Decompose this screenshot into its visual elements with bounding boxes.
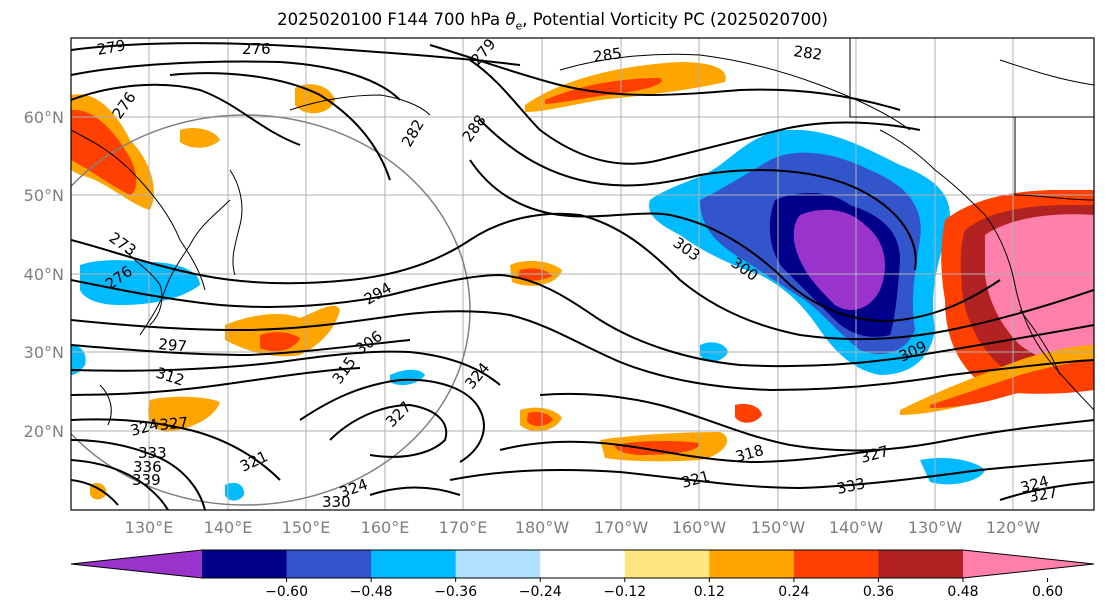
contour-label: 276 xyxy=(242,40,271,58)
lon-label: 130°E xyxy=(125,518,174,537)
colorbar-tick-label: −0.36 xyxy=(434,584,477,600)
colorbar: −0.60 −0.48 −0.36 −0.24 −0.12 0.12 0.24 0.36 0.4… xyxy=(70,549,1095,600)
colorbar-bin xyxy=(455,550,541,578)
longitude-labels: 130°E 140°E 150°E 160°E 170°E 180°W 170°… xyxy=(125,518,1041,537)
colorbar-bin xyxy=(540,550,626,578)
lon-label: 120°W xyxy=(986,518,1041,537)
coastlines xyxy=(71,38,1094,426)
map-panel xyxy=(71,38,1094,510)
lon-label: 150°W xyxy=(751,518,806,537)
lon-label: 160°E xyxy=(361,518,410,537)
lat-label: 40°N xyxy=(24,265,64,284)
lat-label: 30°N xyxy=(24,343,64,362)
theta-e-contours xyxy=(71,42,1094,510)
figure-title: 2025020100 F144 700 hPa θe, Potential Vo… xyxy=(0,10,1105,32)
lat-label: 60°N xyxy=(24,108,64,127)
lon-label: 130°W xyxy=(908,518,963,537)
colorbar-tick-label: −0.48 xyxy=(350,584,393,600)
title-theta: θ xyxy=(505,10,516,29)
colorbar-bin xyxy=(286,550,372,578)
title-rest: , Potential Vorticity PC (2025020700) xyxy=(522,10,828,29)
lon-label: 140°W xyxy=(829,518,884,537)
lon-label: 160°W xyxy=(672,518,727,537)
colorbar-bin xyxy=(878,550,964,578)
colorbar-outline xyxy=(70,549,1095,579)
colorbar-bin xyxy=(709,550,795,578)
colorbar-tick-label: −0.12 xyxy=(603,584,646,600)
colorbar-tick-label: 0.24 xyxy=(778,584,809,600)
latitude-labels: 60°N 50°N 40°N 30°N 20°N xyxy=(24,108,64,441)
colorbar-extend-min xyxy=(71,550,202,578)
pv-shading xyxy=(71,62,1094,501)
map-frame xyxy=(70,37,1095,511)
lon-label: 150°E xyxy=(282,518,331,537)
colorbar-bin xyxy=(793,550,879,578)
lon-label: 170°W xyxy=(594,518,649,537)
colorbar-tick-label: 0.36 xyxy=(863,584,894,600)
title-prefix: 2025020100 F144 700 hPa xyxy=(277,10,501,29)
contour-label: 333 xyxy=(835,474,867,498)
colorbar-tick-label: −0.24 xyxy=(519,584,562,600)
colorbar-tick-label: −0.60 xyxy=(265,584,308,600)
contour-label: 339 xyxy=(132,471,161,489)
contour-label: 327 xyxy=(159,414,189,434)
contour-label: 297 xyxy=(158,335,188,355)
colorbar-tick-label: 0.12 xyxy=(694,584,725,600)
contour-label: 285 xyxy=(592,44,623,66)
contour-label: 282 xyxy=(792,42,823,64)
contour-label: 327 xyxy=(1028,483,1059,506)
colorbar-tick-label: 0.60 xyxy=(1032,584,1063,600)
colorbar-bin xyxy=(624,550,710,578)
contour-label: 336 xyxy=(133,458,162,476)
lon-label: 170°E xyxy=(439,518,488,537)
colorbar-bin xyxy=(371,550,457,578)
contour-label: 279 xyxy=(96,36,127,59)
contour-label: 333 xyxy=(138,444,167,462)
colorbar-bin xyxy=(202,550,288,578)
lon-label: 140°E xyxy=(204,518,253,537)
colorbar-extend-max xyxy=(963,550,1094,578)
colorbar-tick-label: 0.48 xyxy=(947,584,978,600)
contour-label: 330 xyxy=(322,493,351,511)
lat-label: 20°N xyxy=(24,422,64,441)
lon-label: 180°W xyxy=(515,518,570,537)
lat-label: 50°N xyxy=(24,186,64,205)
title-subscript: e xyxy=(515,19,523,33)
